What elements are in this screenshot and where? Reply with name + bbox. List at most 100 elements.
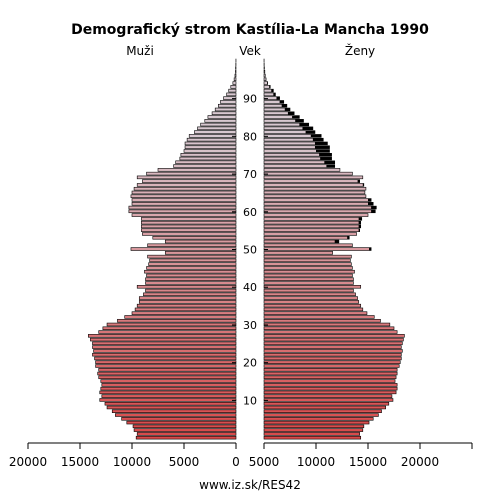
men-bar-age-59 xyxy=(131,213,237,217)
women-bar-age-58 xyxy=(263,217,363,221)
women-bar-age-5 xyxy=(263,417,374,421)
women-bar-age-14 xyxy=(263,383,398,387)
men-bar-age-16 xyxy=(98,375,237,380)
x-tick-label-1: 15000 xyxy=(61,455,99,469)
men-bar-age-63 xyxy=(131,198,237,202)
women-bar-age-16 xyxy=(263,375,397,380)
women-bar-age-55 xyxy=(263,228,360,232)
men-bar-age-66 xyxy=(133,186,237,191)
men-bar-age-89 xyxy=(220,100,237,104)
women-surplus-age-55 xyxy=(358,228,360,232)
men-bar-age-57 xyxy=(141,220,237,225)
age-tick-70: 70 xyxy=(243,168,257,181)
center-label-age: Vek xyxy=(239,44,261,58)
men-bar-age-13 xyxy=(100,386,237,391)
women-surplus-age-52 xyxy=(334,240,339,243)
age-tick-40: 40 xyxy=(243,281,257,294)
women-surplus-age-74 xyxy=(320,157,332,160)
men-bar-age-60 xyxy=(128,209,237,214)
men-bar-age-31 xyxy=(117,318,237,323)
women-bar-age-91 xyxy=(263,92,276,97)
women-bar-age-83 xyxy=(263,122,310,127)
age-tick-90: 90 xyxy=(243,93,257,106)
x-tick-label-6: 10000 xyxy=(297,455,335,469)
men-bar-age-22 xyxy=(92,352,237,357)
women-bar-age-19 xyxy=(263,364,400,368)
men-bar-age-26 xyxy=(90,337,237,342)
men-bar-age-72 xyxy=(173,164,237,168)
women-surplus-age-62 xyxy=(368,202,374,206)
men-bar-age-67 xyxy=(136,183,237,187)
women-bar-age-9 xyxy=(263,401,390,406)
men-bar-age-36 xyxy=(138,300,237,304)
men-bar-age-70 xyxy=(146,171,237,176)
women-surplus-age-72 xyxy=(326,164,335,168)
women-bar-age-94 xyxy=(263,81,268,85)
men-bar-age-42 xyxy=(145,277,237,281)
men-bar-age-15 xyxy=(100,379,237,383)
age-tick-50: 50 xyxy=(243,244,257,257)
women-bar-age-49 xyxy=(263,251,333,255)
women-bar-age-22 xyxy=(263,352,402,357)
women-surplus-age-81 xyxy=(305,130,315,134)
women-bar-age-7 xyxy=(263,409,382,413)
women-bar-age-43 xyxy=(263,273,353,278)
women-surplus-age-89 xyxy=(279,100,284,104)
women-bar-age-69 xyxy=(263,175,364,180)
men-bar-age-28 xyxy=(98,330,237,334)
men-bar-age-69 xyxy=(136,175,237,180)
age-tick-30: 30 xyxy=(243,319,257,332)
women-surplus-age-93 xyxy=(269,85,271,89)
women-surplus-age-85 xyxy=(292,115,300,119)
women-bar-age-57 xyxy=(263,220,362,225)
women-bar-age-71 xyxy=(263,168,341,172)
women-bar-age-50 xyxy=(263,247,372,251)
women-bar-age-15 xyxy=(263,379,396,383)
women-bar-age-35 xyxy=(263,303,362,308)
men-bar-age-45 xyxy=(146,266,237,270)
women-bar-age-70 xyxy=(263,171,353,176)
men-bar-age-64 xyxy=(130,194,237,198)
women-bar-age-28 xyxy=(263,330,398,334)
women-bar-age-1 xyxy=(263,432,360,436)
men-bar-age-1 xyxy=(136,432,237,436)
women-bar-age-38 xyxy=(263,292,356,297)
age-tick-10: 10 xyxy=(243,394,257,407)
men-bar-age-20 xyxy=(95,360,237,364)
women-bar-age-4 xyxy=(263,420,370,425)
women-bar-age-20 xyxy=(263,360,401,364)
men-bar-age-51 xyxy=(147,243,237,248)
women-bar-age-24 xyxy=(263,345,402,349)
men-bar-age-62 xyxy=(131,202,237,206)
x-tick-label-0: 20000 xyxy=(9,455,47,469)
women-surplus-age-92 xyxy=(271,89,274,93)
women-bar-age-63 xyxy=(263,198,372,202)
men-bar-age-56 xyxy=(141,224,237,229)
men-bar-age-94 xyxy=(232,81,237,85)
women-bar-age-65 xyxy=(263,190,366,195)
x-tick-label-4: 0 xyxy=(232,455,240,469)
women-bar-age-59 xyxy=(263,213,369,217)
men-bar-age-19 xyxy=(95,364,237,368)
women-bar-age-34 xyxy=(263,307,364,312)
men-bar-age-11 xyxy=(101,394,237,398)
men-bar-age-82 xyxy=(197,126,237,131)
women-surplus-age-82 xyxy=(302,126,313,130)
women-bar-age-33 xyxy=(263,311,368,315)
men-bar-age-87 xyxy=(214,107,237,112)
women-surplus-age-90 xyxy=(276,96,280,100)
women-surplus-age-91 xyxy=(273,92,276,96)
men-bar-age-7 xyxy=(111,409,237,413)
men-bar-age-74 xyxy=(179,156,237,161)
men-bar-age-23 xyxy=(93,349,237,353)
women-surplus-age-80 xyxy=(310,134,322,138)
women-bar-age-40 xyxy=(263,285,362,289)
men-bar-age-9 xyxy=(104,401,237,406)
men-bar-age-21 xyxy=(94,356,237,361)
men-bar-age-24 xyxy=(92,345,237,349)
men-bar-age-18 xyxy=(98,368,237,372)
men-bar-age-48 xyxy=(147,254,237,259)
men-bar-age-12 xyxy=(99,390,237,395)
women-bar-age-23 xyxy=(263,349,403,353)
